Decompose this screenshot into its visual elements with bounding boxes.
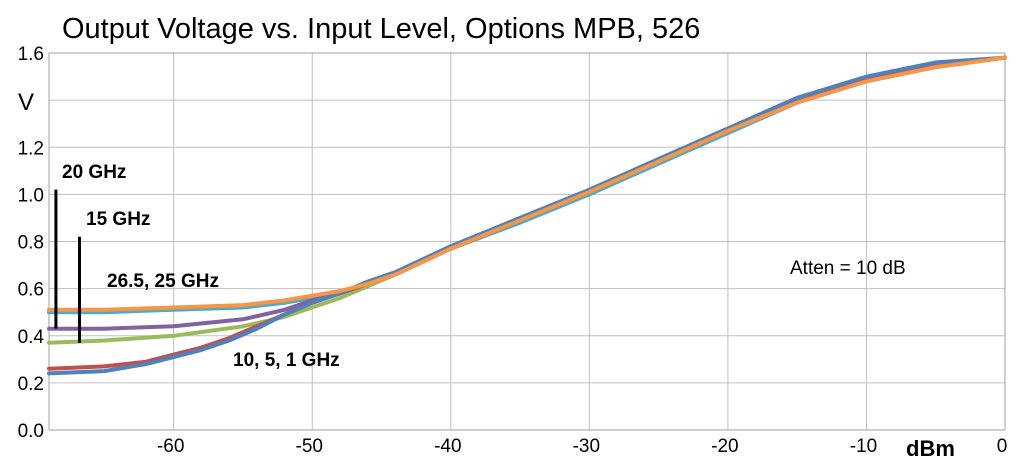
annotation-26-5-25ghz: 26.5, 25 GHz [107,271,219,292]
annotation-markers [54,189,81,343]
chart-title: Output Voltage vs. Input Level, Options … [62,13,700,45]
annotation-15ghz: 15 GHz [86,209,150,230]
series-line-5 [47,55,1007,312]
plot-frame [48,52,1006,431]
x-axis-unit-label: dBm [906,436,955,458]
tick-labels: 0.0 0.2 0.4 0.6 0.8 1.0 1.2 1.6 -60 -50 -40 -30 -20 -… [18,44,1008,457]
y-axis-unit-label: V [18,89,34,116]
annotation-20ghz: 20 GHz [62,162,126,183]
x-tick-label: -50 [296,436,323,457]
y-tick-label: 1.0 [18,185,44,206]
annotation-atten: Atten = 10 dB [790,258,906,279]
x-tick-label: -30 [573,436,600,457]
y-tick-label: 1.2 [18,138,44,159]
series-layer [47,55,1007,376]
annotation-10-5-1ghz: 10, 5, 1 GHz [233,350,340,371]
y-tick-label: 1.6 [18,44,44,65]
grid [48,52,1006,431]
series-line-4 [47,55,1007,376]
y-tick-label: 0.8 [18,233,44,254]
y-tick-label: 0.0 [18,421,44,442]
x-tick-label: -20 [711,436,738,457]
x-tick-label: -40 [434,436,461,457]
x-tick-label: 0 [997,436,1008,457]
x-tick-label: -60 [157,436,184,457]
y-tick-label: 0.4 [18,327,45,348]
y-tick-label: 0.6 [18,280,44,301]
x-tick-label: -10 [850,436,877,457]
y-tick-label: 0.2 [18,374,44,395]
